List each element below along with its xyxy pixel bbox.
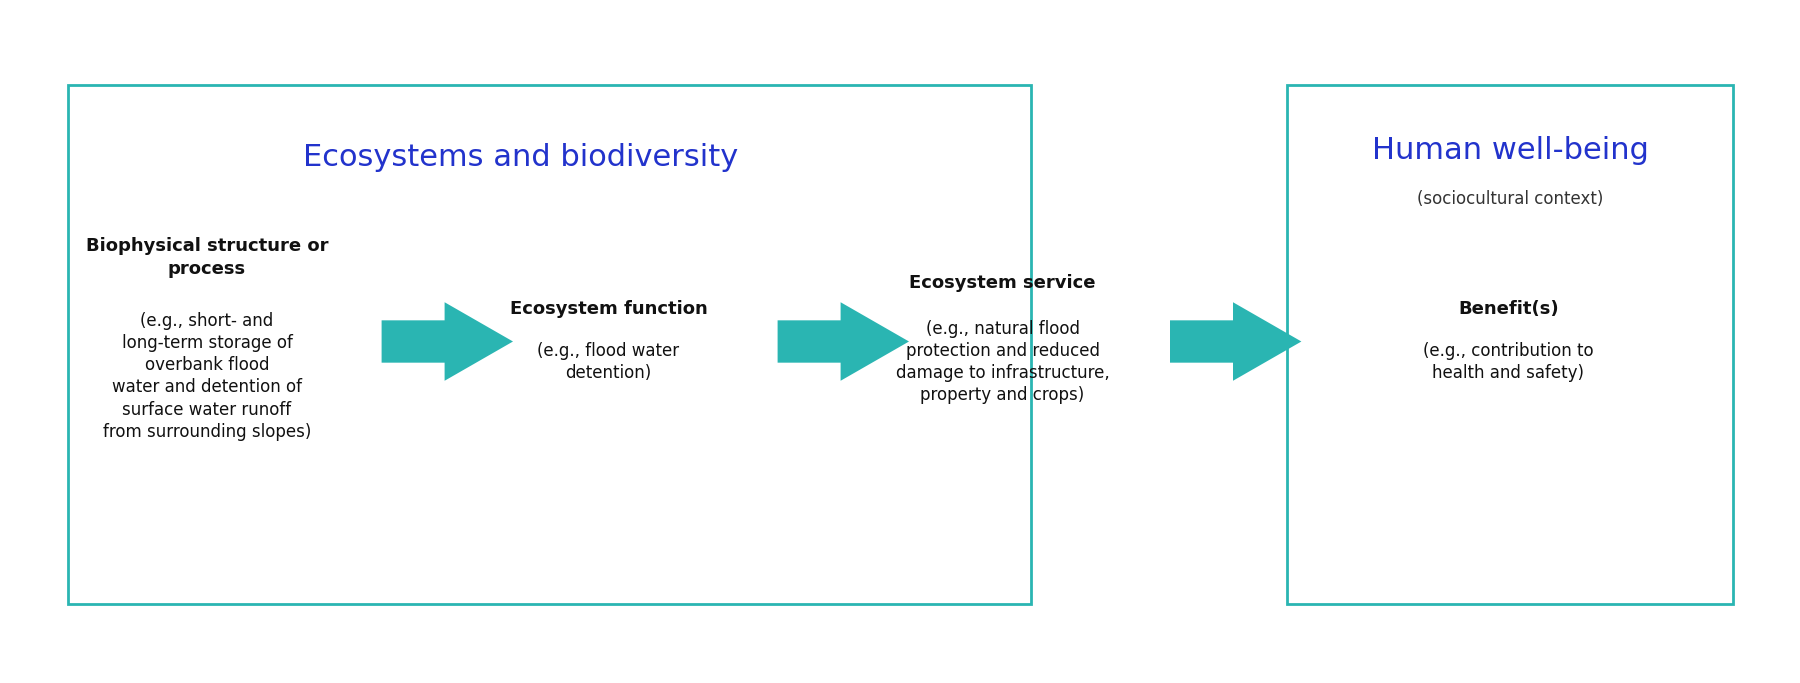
Text: (e.g., short- and
long-term storage of
overbank flood
water and detention of
sur: (e.g., short- and long-term storage of o… bbox=[103, 312, 311, 441]
Polygon shape bbox=[1170, 302, 1301, 380]
Text: (sociocultural context): (sociocultural context) bbox=[1417, 191, 1604, 208]
Text: (e.g., contribution to
health and safety): (e.g., contribution to health and safety… bbox=[1424, 342, 1593, 382]
FancyBboxPatch shape bbox=[1287, 85, 1733, 604]
Text: Ecosystem function: Ecosystem function bbox=[509, 301, 707, 318]
Text: Ecosystem service: Ecosystem service bbox=[909, 275, 1096, 292]
Text: (e.g., flood water
detention): (e.g., flood water detention) bbox=[538, 342, 679, 382]
Text: Ecosystems and biodiversity: Ecosystems and biodiversity bbox=[304, 143, 738, 171]
Text: Biophysical structure or
process: Biophysical structure or process bbox=[86, 238, 328, 277]
FancyBboxPatch shape bbox=[68, 85, 1031, 604]
Text: (e.g., natural flood
protection and reduced
damage to infrastructure,
property a: (e.g., natural flood protection and redu… bbox=[896, 320, 1109, 404]
Polygon shape bbox=[778, 302, 909, 380]
Text: Human well-being: Human well-being bbox=[1372, 136, 1649, 165]
Text: Benefit(s): Benefit(s) bbox=[1458, 301, 1559, 318]
Polygon shape bbox=[382, 302, 513, 380]
